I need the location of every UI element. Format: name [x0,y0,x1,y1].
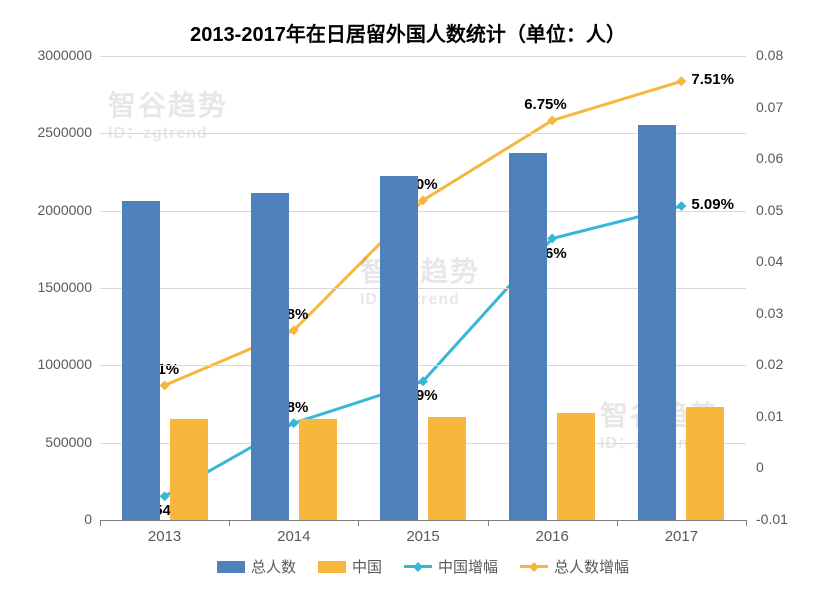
x-tick: 2014 [264,528,324,545]
y-left-tick: 0 [84,511,92,527]
legend-item: 总人数增幅 [520,556,629,577]
legend-label: 中国 [352,556,382,577]
bar-total [251,193,289,520]
y-right-tick: 0.07 [756,99,783,115]
x-tick: 2016 [522,528,582,545]
legend-label: 总人数增幅 [554,556,629,577]
legend-swatch [217,561,245,573]
bar-total [380,176,418,520]
x-tick: 2017 [651,528,711,545]
x-tick: 2013 [135,528,195,545]
y-left-tick: 2500000 [37,124,92,140]
y-right-tick: 0.01 [756,408,783,424]
value-label-total_growth: 7.51% [691,71,734,88]
legend-label: 中国增幅 [438,556,498,577]
bar-total [638,125,676,520]
legend-swatch [520,565,548,568]
y-right-tick: 0.06 [756,150,783,166]
legend: 总人数 中国 中国增幅 总人数增幅 [100,556,746,577]
marker-total_growth [160,380,170,390]
value-label-total_growth: 6.75% [524,96,567,113]
legend-swatch [404,565,432,568]
y-right-tick: 0.08 [756,47,783,63]
y-right-tick: 0.04 [756,253,783,269]
legend-item: 总人数 [217,556,296,577]
y-left-tick: 3000000 [37,47,92,63]
line-total_growth [165,81,682,385]
legend-label: 总人数 [251,556,296,577]
bar-total [122,201,160,520]
bar-total [509,153,547,520]
y-right-tick: 0.05 [756,202,783,218]
legend-item: 中国增幅 [404,556,498,577]
legend-swatch [318,561,346,573]
legend-item: 中国 [318,556,382,577]
y-left-tick: 2000000 [37,202,92,218]
y-right-tick: 0.03 [756,305,783,321]
bar-china [686,407,724,520]
marker-china_growth [676,201,686,211]
marker-total_growth [676,76,686,86]
y-left-tick: 1500000 [37,279,92,295]
chart-root: 2013-2017年在日居留外国人数统计（单位：人） -0.54%0.88%1.… [0,0,816,597]
y-left-tick: 500000 [45,434,92,450]
y-right-tick: 0.02 [756,356,783,372]
bar-china [557,413,595,520]
y-right-tick: 0 [756,459,764,475]
x-tick: 2015 [393,528,453,545]
y-left-tick: 1000000 [37,356,92,372]
bar-china [299,419,337,520]
bar-china [170,419,208,520]
y-right-tick: -0.01 [756,511,788,527]
bar-china [428,417,466,520]
